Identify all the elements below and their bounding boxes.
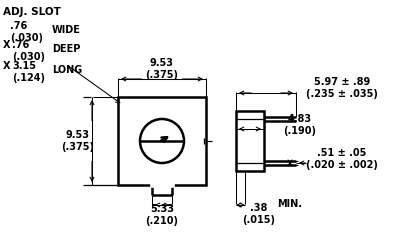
Text: .51 ± .05
(.020 ± .002): .51 ± .05 (.020 ± .002) bbox=[306, 148, 378, 170]
Text: X: X bbox=[3, 40, 10, 50]
Text: ADJ. SLOT: ADJ. SLOT bbox=[3, 7, 61, 17]
Text: 5.33
(.210): 5.33 (.210) bbox=[146, 204, 178, 226]
Text: 4.83
(.190): 4.83 (.190) bbox=[284, 114, 316, 136]
Text: DEEP: DEEP bbox=[52, 44, 80, 54]
Text: .76
(.030): .76 (.030) bbox=[12, 40, 45, 62]
Text: 3.15
(.124): 3.15 (.124) bbox=[12, 61, 45, 83]
Text: 5.97 ± .89
(.235 ± .035): 5.97 ± .89 (.235 ± .035) bbox=[306, 77, 378, 99]
Text: .38
(.015): .38 (.015) bbox=[242, 203, 276, 225]
Text: .76
(.030): .76 (.030) bbox=[10, 21, 43, 43]
Text: MIN.: MIN. bbox=[277, 199, 302, 209]
Text: X: X bbox=[3, 61, 10, 71]
Bar bbox=[236, 111, 264, 171]
Text: 9.53
(.375): 9.53 (.375) bbox=[146, 58, 178, 80]
Text: WIDE: WIDE bbox=[52, 25, 81, 35]
Text: 9.53
(.375): 9.53 (.375) bbox=[62, 130, 94, 152]
Text: LONG: LONG bbox=[52, 65, 82, 75]
Bar bbox=[118, 97, 206, 185]
